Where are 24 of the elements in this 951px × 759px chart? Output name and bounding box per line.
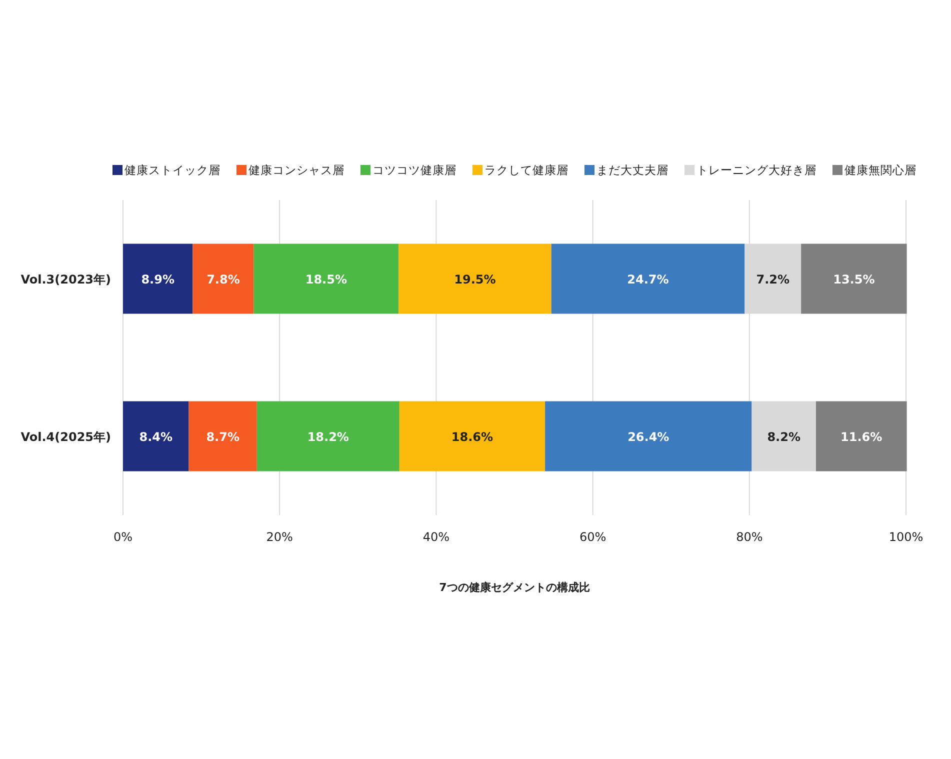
legend-label: 健康無関心層 [844, 163, 916, 177]
y-tick-label: Vol.3(2023年) [20, 272, 111, 286]
data-label: 18.2% [307, 430, 349, 444]
data-label: 7.8% [206, 272, 240, 286]
data-label: 8.4% [139, 430, 173, 444]
legend-label: 健康ストイック層 [124, 163, 220, 177]
legend-label: まだ大丈夫層 [596, 163, 668, 177]
legend-label: ラクして健康層 [484, 163, 568, 177]
data-label: 8.2% [767, 430, 800, 444]
legend-label: 健康コンシャス層 [248, 163, 344, 177]
legend-label: トレーニング大好き層 [696, 163, 816, 177]
data-label: 11.6% [840, 430, 882, 444]
data-label: 8.9% [141, 272, 174, 286]
data-label: 8.7% [206, 430, 240, 444]
data-label: 18.5% [305, 272, 348, 286]
x-axis-title: 7つの健康セグメントの構成比 [439, 581, 590, 594]
data-label: 18.6% [451, 430, 494, 444]
data-label: 19.5% [454, 272, 496, 286]
y-tick-label: Vol.4(2025年) [20, 430, 111, 444]
legend-label: コツコツ健康層 [372, 163, 456, 177]
data-label: 7.2% [756, 272, 790, 286]
data-label: 26.4% [628, 430, 670, 444]
data-label: 24.7% [627, 272, 669, 286]
data-label: 13.5% [833, 272, 875, 286]
